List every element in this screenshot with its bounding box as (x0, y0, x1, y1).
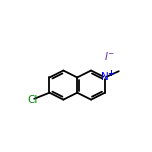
Text: Cl: Cl (27, 95, 37, 105)
Text: N: N (101, 73, 109, 82)
Text: I: I (105, 52, 108, 62)
Text: −: − (107, 49, 113, 58)
Text: +: + (107, 69, 114, 78)
